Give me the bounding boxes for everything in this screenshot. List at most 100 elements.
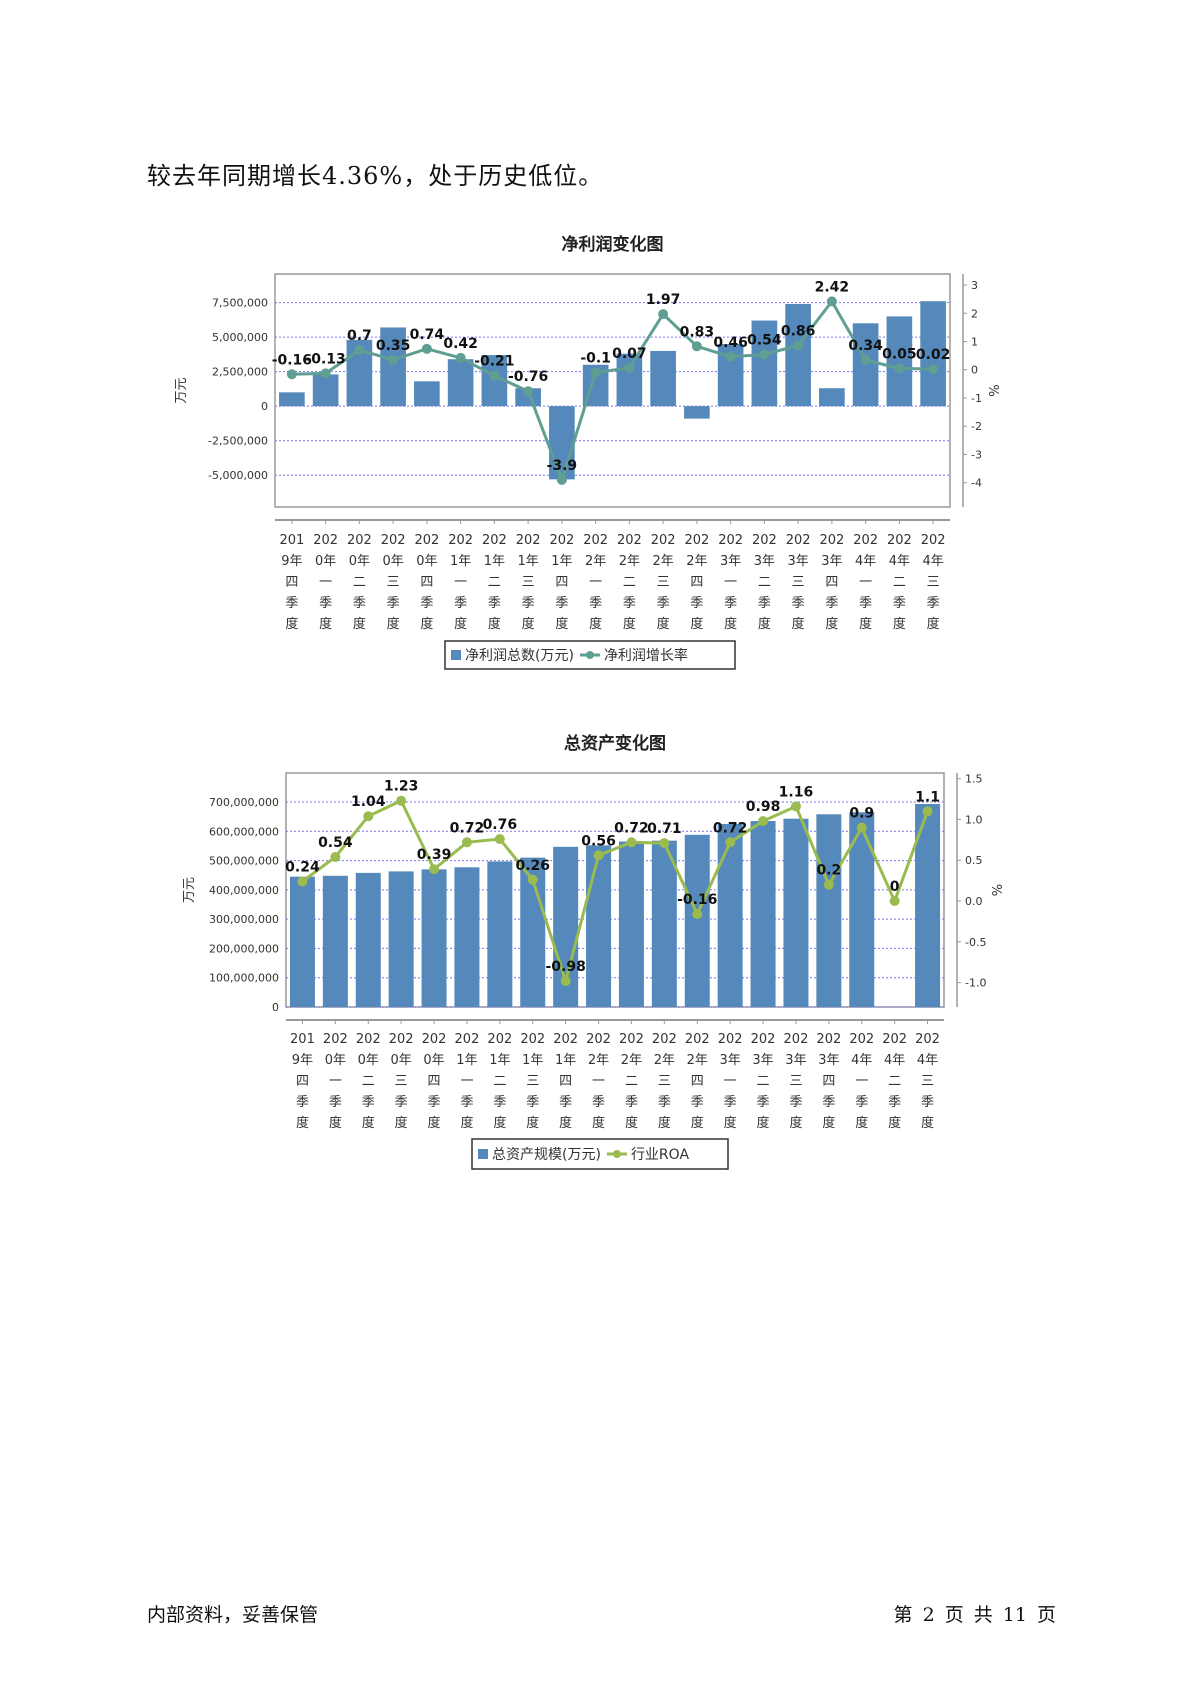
y2-tick-label: 1.0	[965, 813, 983, 826]
legend-bar-label: 净利润总数(万元)	[465, 648, 574, 664]
line-point	[556, 474, 567, 485]
data-label: -0.76	[508, 369, 548, 385]
y-tick-label: 0	[272, 1001, 279, 1014]
y2-tick-label: -2	[971, 420, 982, 433]
total-assets-chart: 总资产变化图 0 100,000,000 200,000,000 300,000,000…	[182, 733, 1006, 1170]
bar	[388, 871, 414, 1007]
data-label: 2.42	[815, 279, 850, 295]
bar	[684, 406, 710, 419]
data-label: 0.72	[450, 820, 485, 836]
line-point	[790, 801, 801, 812]
category-label: 202 2年三季度	[652, 1032, 677, 1131]
legend-line-label: 净利润增长率	[604, 647, 688, 664]
bar	[816, 814, 842, 1007]
y2-tick-label: -3	[971, 448, 982, 461]
bar	[322, 875, 348, 1007]
line-point	[894, 363, 905, 374]
y2-tick-label: -1	[971, 392, 982, 405]
line-point	[624, 362, 635, 373]
category-label: 202 1年二季度	[482, 533, 507, 632]
line-point	[626, 837, 637, 848]
category-label: 202 1年三季度	[520, 1032, 545, 1131]
line-point	[928, 364, 939, 375]
data-label: -0.1	[580, 351, 611, 367]
data-label: 0.7	[347, 328, 372, 344]
data-label: -0.21	[474, 354, 514, 370]
bar	[785, 303, 811, 407]
chart-title: 总资产变化图	[564, 733, 666, 754]
data-label: 0.02	[916, 347, 951, 363]
intro-paragraph: 较去年同期增长4.36%，处于历史低位。	[147, 162, 604, 190]
net-profit-chart: 净利润变化图 -5,000,000 -2,500,000 0 2,500,000 5,00…	[174, 234, 1003, 670]
legend-line-marker	[612, 1150, 621, 1158]
legend	[471, 1138, 729, 1170]
line-point	[725, 351, 736, 362]
y-axis-label: 万元	[174, 377, 189, 403]
category-label: 202 3年一季度	[718, 533, 743, 632]
line-point	[455, 352, 466, 363]
data-label: 0.76	[483, 817, 518, 833]
bar	[421, 869, 447, 1007]
category-label: 202 2年三季度	[651, 533, 676, 632]
line-point	[793, 340, 804, 351]
y-axis-label: 万元	[182, 877, 197, 903]
category-label: 202 3年二季度	[751, 1032, 776, 1131]
bar	[414, 381, 440, 407]
data-label: 1.97	[646, 292, 681, 308]
footer-confidential-note: 内部资料，妥善保管	[147, 1604, 319, 1626]
category-label: 202 4年三季度	[921, 533, 946, 632]
bar	[819, 388, 845, 407]
y2-tick-label: 0	[971, 364, 978, 377]
data-label: 0.72	[713, 820, 748, 836]
data-label: 0.34	[848, 338, 883, 354]
category-label: 202 1年三季度	[516, 533, 541, 632]
category-label: 202 1年四季度	[549, 533, 574, 632]
category-label: 202 1年二季度	[487, 1032, 512, 1131]
data-label: 0.9	[849, 806, 874, 822]
line-series	[291, 298, 934, 485]
data-label: 0.07	[612, 346, 647, 362]
bar	[380, 327, 406, 407]
bar	[783, 818, 809, 1007]
category-label: 202 1年一季度	[455, 1032, 480, 1131]
data-label: 0.46	[713, 335, 748, 351]
category-label: 202 0年二季度	[347, 533, 372, 632]
legend-line-label: 行业ROA	[631, 1147, 690, 1163]
data-label: 1.1	[915, 789, 940, 805]
data-label: -0.98	[545, 959, 585, 975]
bar	[487, 861, 513, 1007]
line-point	[590, 367, 601, 378]
category-label: 202 1年一季度	[448, 533, 473, 632]
data-label: 1.23	[384, 779, 419, 795]
line-point	[494, 834, 505, 845]
category-label: 202 0年一季度	[313, 533, 338, 632]
y2-tick-label: 2	[971, 307, 978, 320]
category-label: 202 3年四季度	[816, 1032, 841, 1131]
category-label: 202 4年三季度	[915, 1032, 940, 1131]
category-label: 202 0年三季度	[389, 1032, 414, 1131]
category-label: 202 4年一季度	[853, 533, 878, 632]
line-point	[659, 838, 670, 849]
y2-tick-label: 1	[971, 335, 978, 348]
plot-area	[274, 273, 951, 508]
y2-tick-label: 3	[971, 279, 978, 292]
bar	[312, 374, 339, 407]
category-label: 202 2年一季度	[586, 1032, 611, 1131]
category-label: 201 9年四季度	[279, 533, 304, 632]
bar	[650, 350, 676, 407]
bar	[454, 867, 480, 1007]
bar	[618, 841, 644, 1007]
bar	[750, 821, 776, 1007]
y2-tick-label: 0.5	[965, 854, 983, 867]
data-label: 0.24	[285, 859, 320, 875]
line-point	[922, 806, 933, 817]
data-label: 0.83	[680, 324, 715, 340]
data-label: 1.16	[779, 784, 814, 800]
category-label: 202 3年三季度	[786, 533, 811, 632]
line-point	[691, 341, 702, 352]
category-label: 202 4年二季度	[887, 533, 912, 632]
y-tick-label: 7,500,000	[212, 297, 268, 310]
line-point	[354, 344, 365, 355]
line-point	[593, 850, 604, 861]
category-label: 202 2年二季度	[617, 533, 642, 632]
